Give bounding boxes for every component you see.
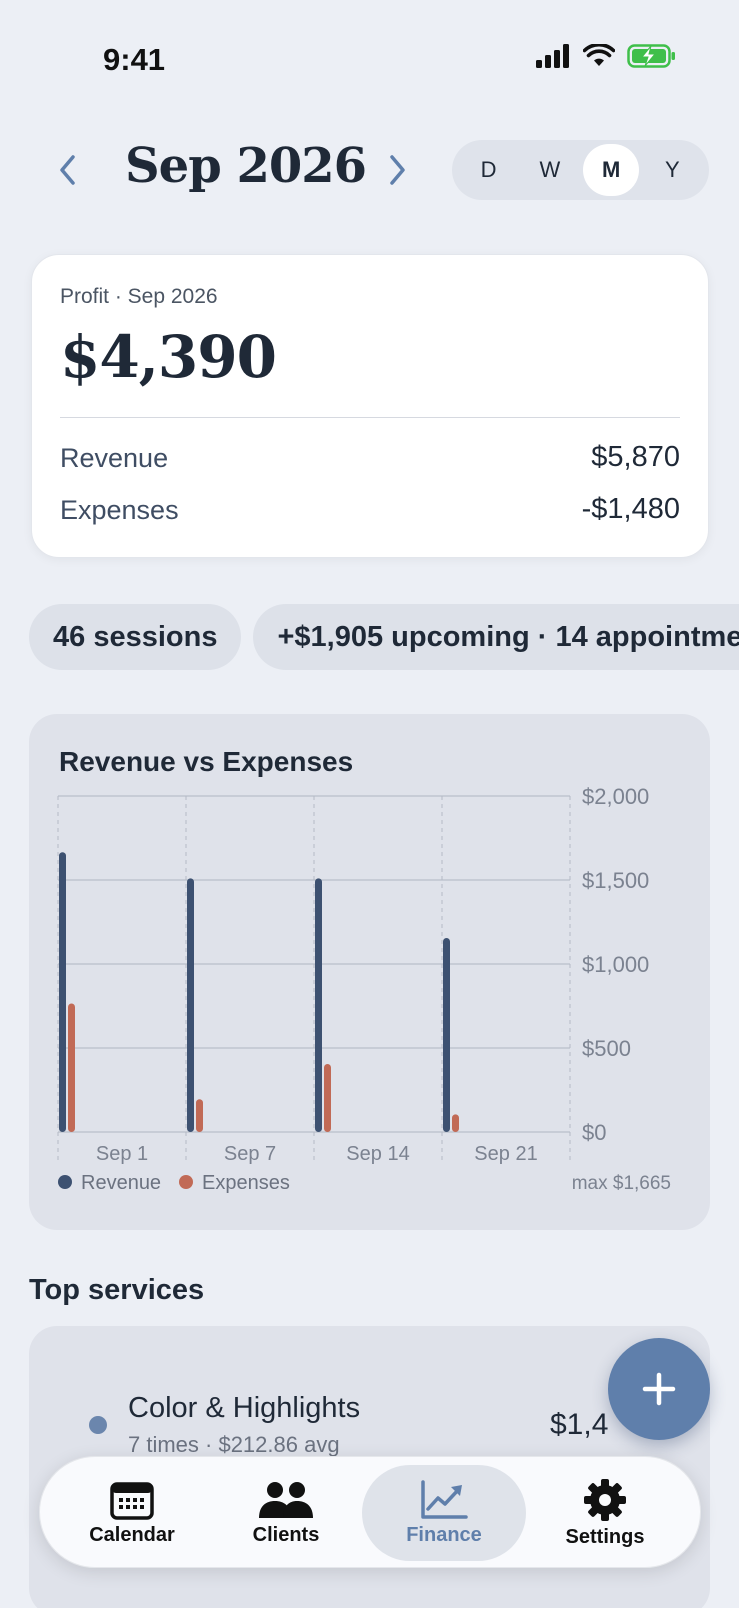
tab-clients-label: Clients (252, 1523, 320, 1546)
battery-charging-icon (627, 44, 675, 68)
chart-line-icon (421, 1479, 468, 1519)
month-navigation: Sep 2026 (0, 130, 739, 210)
revenue-expenses-chart: $2,000 $1,500 $1,000 $500 $0 Sep 1 Sep 7 Sep 14… (57, 784, 671, 1194)
x-tick-label: Sep 21 (474, 1143, 537, 1165)
chart-title: Revenue vs Expenses (59, 746, 354, 777)
tab-settings[interactable]: Settings (523, 1465, 687, 1561)
y-tick-label: $500 (582, 1036, 631, 1061)
signal-icon (536, 44, 569, 68)
legend-expenses-label: Expenses (202, 1172, 290, 1194)
add-button[interactable] (608, 1338, 710, 1440)
segment-day[interactable]: D (480, 157, 497, 182)
expenses-bar (196, 1099, 203, 1132)
profit-value: $4,390 (60, 323, 277, 391)
x-tick-label: Sep 7 (224, 1143, 276, 1165)
expenses-bar (68, 1003, 75, 1132)
profit-label: Profit · Sep 2026 (60, 285, 218, 308)
revenue-expenses-chart-card: Revenue vs Expenses $2,000 $1,500 $1,000 $5… (29, 714, 710, 1230)
gear-icon (584, 1478, 626, 1521)
service-row[interactable]: Color & Highlights 7 times · $212.86 avg… (29, 1370, 710, 1470)
chevron-right-icon (390, 155, 405, 185)
upcoming-chip[interactable]: +$1,905 upcoming · 14 appointments (253, 604, 739, 670)
tab-calendar-label: Calendar (89, 1523, 175, 1546)
y-tick-label: $1,000 (582, 952, 649, 977)
revenue-bar (59, 852, 66, 1132)
month-title: Sep 2026 (125, 138, 367, 194)
service-meta: 7 times · $212.86 avg (128, 1432, 340, 1457)
calendar-icon (110, 1481, 154, 1520)
next-month-button[interactable] (377, 150, 417, 190)
y-tick-label: $0 (582, 1120, 606, 1145)
expenses-bar (452, 1114, 459, 1132)
sessions-chip[interactable]: 46 sessions (29, 604, 242, 670)
top-services-title: Top services (29, 1274, 205, 1306)
tab-calendar[interactable]: Calendar (50, 1465, 214, 1561)
segment-year[interactable]: Y (665, 157, 680, 182)
expenses-label: Expenses (60, 495, 179, 525)
tab-clients[interactable]: Clients (204, 1465, 368, 1561)
max-annotation: max $1,665 (572, 1173, 671, 1194)
legend-revenue-label: Revenue (81, 1172, 161, 1194)
users-icon (259, 1481, 313, 1518)
service-name: Color & Highlights (128, 1392, 361, 1424)
segment-week[interactable]: W (539, 157, 561, 182)
tab-settings-label: Settings (565, 1525, 645, 1548)
x-tick-label: Sep 1 (96, 1143, 148, 1165)
revenue-label: Revenue (60, 443, 169, 473)
legend-revenue-dot (58, 1175, 72, 1189)
service-amount: $1,4 (550, 1408, 609, 1441)
divider (60, 417, 680, 418)
status-time: 9:41 (103, 42, 166, 77)
tab-bar: Calendar Clients Finance (39, 1456, 701, 1568)
revenue-bar (187, 878, 194, 1132)
expenses-bar (324, 1063, 331, 1132)
segment-month[interactable]: M (583, 144, 640, 196)
service-color-dot (89, 1416, 107, 1434)
stat-chips: 46 sessions +$1,905 upcoming · 14 appoint… (29, 604, 739, 670)
wifi-icon (583, 44, 615, 66)
profit-card: Profit · Sep 2026 $4,390 Revenue $5,870 … (31, 254, 709, 558)
tab-finance-label: Finance (406, 1523, 482, 1546)
legend-expenses-dot (179, 1175, 193, 1189)
y-tick-label: $1,500 (582, 868, 649, 893)
y-tick-label: $2,000 (582, 784, 649, 809)
status-bar: 9:41 (0, 0, 739, 120)
revenue-bar (315, 878, 322, 1132)
revenue-value: $5,870 (591, 441, 680, 473)
x-tick-label: Sep 14 (346, 1143, 409, 1165)
period-segmented-control: D W M Y (452, 140, 709, 200)
expenses-value: -$1,480 (581, 493, 680, 525)
status-icons (535, 44, 677, 68)
plus-icon (642, 1372, 676, 1406)
previous-month-button[interactable] (48, 150, 88, 190)
chevron-left-icon (60, 155, 75, 185)
tab-finance[interactable]: Finance (362, 1465, 526, 1561)
revenue-bar (443, 937, 450, 1132)
